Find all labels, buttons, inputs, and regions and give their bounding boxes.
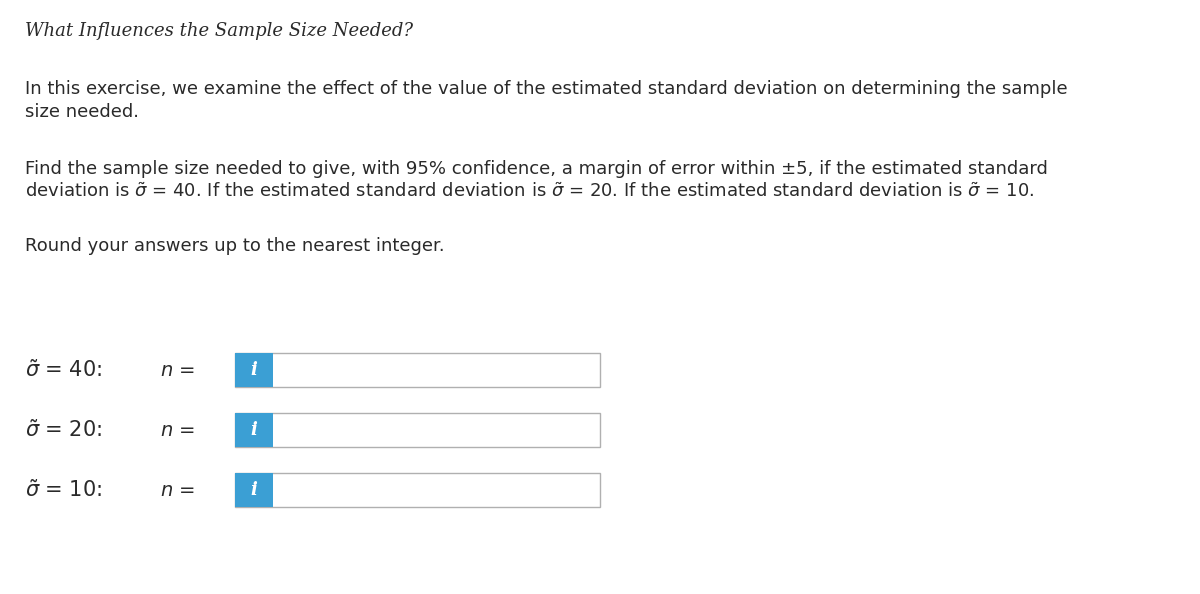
Text: $n$ =: $n$ = (160, 421, 194, 440)
Text: What Influences the Sample Size Needed?: What Influences the Sample Size Needed? (25, 22, 413, 40)
Text: Round your answers up to the nearest integer.: Round your answers up to the nearest int… (25, 237, 445, 255)
Text: $n$ =: $n$ = (160, 481, 194, 500)
Text: $\tilde{\sigma}$ = 20:: $\tilde{\sigma}$ = 20: (25, 419, 102, 441)
Text: deviation is $\tilde{\sigma}$ = 40. If the estimated standard deviation is $\til: deviation is $\tilde{\sigma}$ = 40. If t… (25, 183, 1034, 201)
Text: $\tilde{\sigma}$ = 40:: $\tilde{\sigma}$ = 40: (25, 359, 102, 381)
Bar (235, 413, 274, 447)
Text: $\tilde{\sigma}$ = 10:: $\tilde{\sigma}$ = 10: (25, 479, 102, 501)
Bar (235, 413, 600, 447)
Bar (235, 353, 600, 387)
Text: i: i (251, 361, 258, 379)
Bar (235, 473, 600, 507)
Text: $n$ =: $n$ = (160, 361, 194, 380)
Bar (235, 473, 274, 507)
Text: Find the sample size needed to give, with 95% confidence, a margin of error with: Find the sample size needed to give, wit… (25, 160, 1048, 178)
Text: size needed.: size needed. (25, 103, 139, 121)
Text: In this exercise, we examine the effect of the value of the estimated standard d: In this exercise, we examine the effect … (25, 80, 1068, 98)
Bar (235, 353, 274, 387)
Text: i: i (251, 481, 258, 499)
Text: i: i (251, 421, 258, 439)
